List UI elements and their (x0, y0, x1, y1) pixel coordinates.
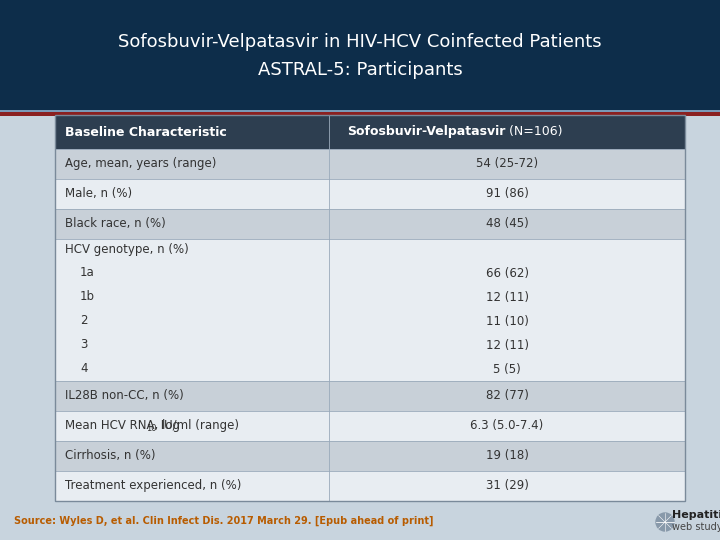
Text: Source: Wyles D, et al. Clin Infect Dis. 2017 March 29. [Epub ahead of print]: Source: Wyles D, et al. Clin Infect Dis.… (14, 516, 433, 526)
Text: web study: web study (672, 522, 720, 532)
FancyBboxPatch shape (55, 471, 685, 501)
Text: Hepatitis: Hepatitis (672, 510, 720, 520)
Text: 2: 2 (80, 314, 88, 327)
Text: 4: 4 (80, 362, 88, 375)
Text: 3: 3 (80, 339, 87, 352)
Text: 19 (18): 19 (18) (485, 449, 528, 462)
Text: Age, mean, years (range): Age, mean, years (range) (65, 158, 217, 171)
Text: ASTRAL-5: Participants: ASTRAL-5: Participants (258, 61, 462, 79)
Text: 11 (10): 11 (10) (485, 314, 528, 327)
FancyBboxPatch shape (55, 239, 685, 381)
FancyBboxPatch shape (55, 149, 685, 179)
FancyBboxPatch shape (55, 115, 685, 149)
Text: Male, n (%): Male, n (%) (65, 187, 132, 200)
FancyBboxPatch shape (0, 112, 720, 116)
Text: Black race, n (%): Black race, n (%) (65, 218, 166, 231)
FancyBboxPatch shape (0, 0, 720, 112)
Text: 1a: 1a (80, 267, 95, 280)
Text: Sofosbuvir-Velpatasvir in HIV-HCV Coinfected Patients: Sofosbuvir-Velpatasvir in HIV-HCV Coinfe… (118, 33, 602, 51)
Text: 91 (86): 91 (86) (485, 187, 528, 200)
Text: Sofosbuvir-Velpatasvir: Sofosbuvir-Velpatasvir (346, 125, 505, 138)
Text: Treatment experienced, n (%): Treatment experienced, n (%) (65, 480, 241, 492)
Text: (N=106): (N=106) (505, 125, 562, 138)
Text: 1b: 1b (80, 291, 95, 303)
Circle shape (656, 513, 674, 531)
FancyBboxPatch shape (55, 381, 685, 411)
Text: 54 (25-72): 54 (25-72) (476, 158, 538, 171)
FancyBboxPatch shape (0, 110, 720, 112)
Text: Cirrhosis, n (%): Cirrhosis, n (%) (65, 449, 156, 462)
Text: 31 (29): 31 (29) (485, 480, 528, 492)
Text: 5 (5): 5 (5) (493, 362, 521, 375)
Text: 66 (62): 66 (62) (485, 267, 528, 280)
Text: 48 (45): 48 (45) (486, 218, 528, 231)
FancyBboxPatch shape (55, 179, 685, 209)
Text: Baseline Characteristic: Baseline Characteristic (65, 125, 227, 138)
Text: 12 (11): 12 (11) (485, 339, 528, 352)
Text: IU/ml (range): IU/ml (range) (157, 420, 239, 433)
FancyBboxPatch shape (55, 411, 685, 441)
Text: 6.3 (5.0-7.4): 6.3 (5.0-7.4) (470, 420, 544, 433)
Text: 10: 10 (146, 424, 157, 433)
FancyBboxPatch shape (55, 441, 685, 471)
Text: IL28B non-CC, n (%): IL28B non-CC, n (%) (65, 389, 184, 402)
FancyBboxPatch shape (55, 209, 685, 239)
Text: 82 (77): 82 (77) (485, 389, 528, 402)
Text: HCV genotype, n (%): HCV genotype, n (%) (65, 244, 189, 256)
Text: 12 (11): 12 (11) (485, 291, 528, 303)
Text: Mean HCV RNA, log: Mean HCV RNA, log (65, 420, 180, 433)
